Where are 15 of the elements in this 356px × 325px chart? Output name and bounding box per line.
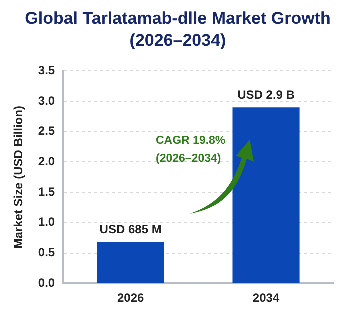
y-tick-label: 1.5 xyxy=(38,184,56,199)
y-tick-label: 1.0 xyxy=(38,215,56,230)
y-tick-label: 3.5 xyxy=(38,64,56,78)
data-label: USD 2.9 B xyxy=(238,88,296,102)
data-label: USD 685 M xyxy=(100,222,162,236)
x-tick-label: 2034 xyxy=(252,291,280,306)
y-tick-label: 2.5 xyxy=(38,124,56,138)
y-axis-title: Market Size (USD Billion) xyxy=(12,106,26,249)
y-tick-label: 0.0 xyxy=(38,276,56,290)
y-tick-label: 2.0 xyxy=(38,154,56,169)
annotation: CAGR 19.8% (2026–2034) xyxy=(156,134,227,167)
chart-title: Global Tarlatamab-dlle Market Growth (2026–2034) xyxy=(24,8,332,52)
y-tick-label: 3.0 xyxy=(38,94,56,108)
y-tick-label: 0.5 xyxy=(38,246,56,260)
x-tick-label: 2026 xyxy=(117,291,144,306)
